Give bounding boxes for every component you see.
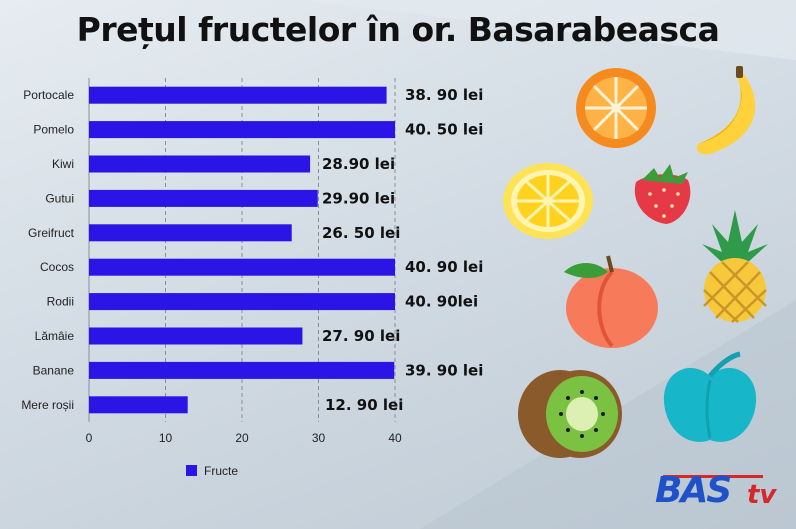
x-tick-label: 20 [235, 431, 249, 445]
bar [89, 121, 395, 139]
category-label: Mere roșii [21, 398, 74, 412]
bar [89, 361, 395, 379]
value-label: 40. 50 lei [405, 121, 483, 139]
bar [89, 396, 188, 414]
lemon-icon [503, 163, 593, 239]
logo-main: BAS [655, 470, 732, 511]
x-tick-labels: 0 10 20 30 40 [86, 431, 402, 445]
x-tick-label: 30 [312, 431, 326, 445]
x-tick-label: 0 [86, 431, 93, 445]
value-labels: 38. 90 lei 40. 50 lei 28.90 lei 29.90 lei 26… [322, 86, 483, 414]
legend-label: Fructe [204, 464, 238, 478]
bar [89, 189, 318, 207]
value-label: 28.90 lei [322, 155, 395, 173]
logo-suffix: tv [747, 480, 777, 510]
bar [89, 86, 387, 104]
bar [89, 258, 395, 276]
category-label: Kiwi [52, 157, 74, 171]
value-label: 39. 90 lei [405, 361, 483, 379]
value-label: 27. 90 lei [322, 327, 400, 345]
pineapple-icon [702, 210, 768, 323]
category-label: Greifruct [28, 226, 75, 240]
value-label: 40. 90 lei [405, 258, 483, 276]
peach-icon [564, 255, 658, 348]
value-label: 26. 50 lei [322, 224, 400, 242]
value-label: 40. 90lei [405, 293, 478, 311]
banana-icon [696, 66, 756, 155]
logo-line [663, 475, 763, 478]
legend-swatch [186, 465, 197, 476]
chart-title: Prețul fructelor în or. Basarabeasca [76, 10, 720, 49]
bar [89, 327, 303, 345]
bar [89, 155, 311, 173]
legend: Fructe [186, 464, 238, 478]
x-tick-label: 40 [388, 431, 402, 445]
category-label: Banane [33, 363, 75, 377]
bastv-logo: BAS tv [655, 470, 785, 514]
strawberry-icon [634, 164, 691, 224]
category-label: Pomelo [33, 123, 74, 137]
bar [89, 293, 395, 311]
bar [89, 224, 292, 242]
apple-icon [663, 351, 757, 442]
bars [89, 86, 395, 414]
category-label: Rodii [47, 295, 74, 309]
orange-icon [576, 68, 656, 148]
category-label: Portocale [23, 88, 74, 102]
x-tick-label: 10 [159, 431, 173, 445]
category-labels: Portocale Pomelo Kiwi Gutui Greifruct Cocos Ro… [21, 88, 74, 412]
category-label: Gutui [45, 191, 74, 205]
category-label: Cocos [40, 260, 74, 274]
value-label: 12. 90 lei [325, 396, 403, 414]
value-label: 29.90 lei [322, 189, 395, 207]
value-label: 38. 90 lei [405, 86, 483, 104]
category-label: Lămâie [35, 329, 75, 343]
kiwi-icon [518, 370, 622, 458]
